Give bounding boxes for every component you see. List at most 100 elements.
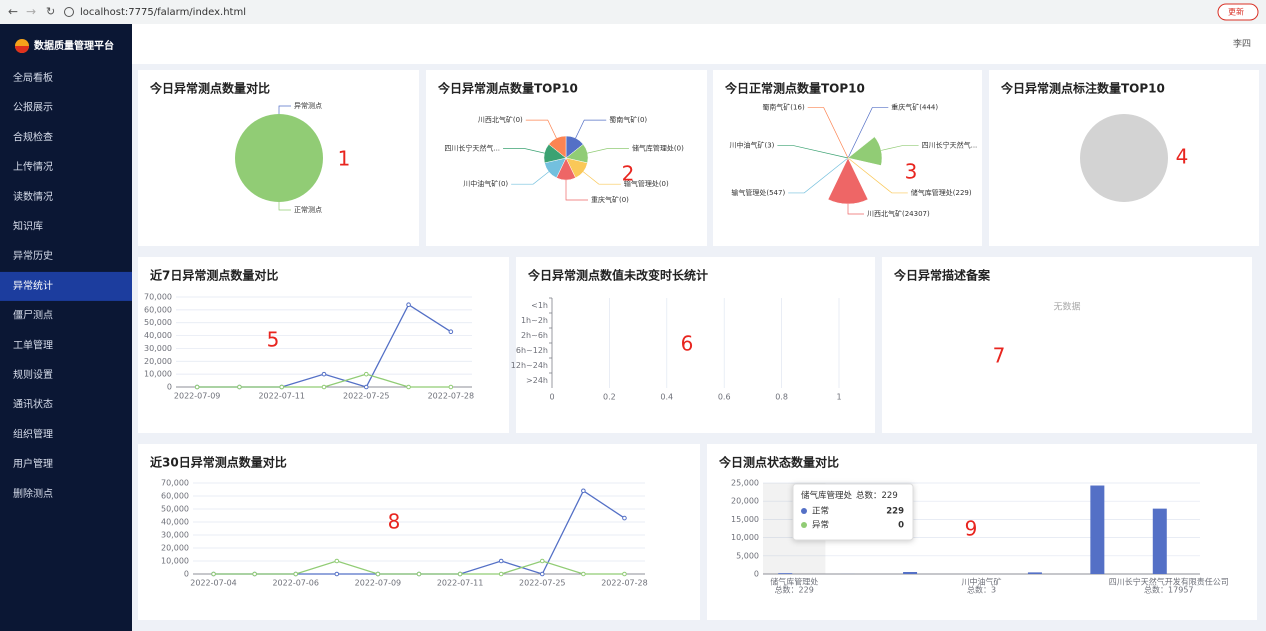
menu-item[interactable]: 规则设置 [13,368,53,381]
x-tick-label: 2022-07-11 [258,392,305,401]
update-button-box[interactable] [1217,3,1259,21]
menu-item[interactable]: 僵尸测点 [13,309,53,322]
bar [1152,508,1167,574]
menu-item[interactable]: 知识库 [13,220,43,233]
pie-slice [235,114,323,202]
browser-bar [0,0,1266,24]
label-line [788,158,848,194]
annotation-marker: 5 [267,328,280,352]
tooltip-dot [801,522,807,528]
y-tick-label: 50,000 [144,318,172,327]
x-tick-sublabel: 总数：17957 [1144,585,1193,595]
slice-label: 输气管理处(0) [624,179,669,188]
label-line [525,119,557,139]
annotation-marker: 9 [965,517,978,541]
empty-pie [1080,114,1168,202]
point [321,384,327,390]
slice-label: 异常测点 [294,101,322,110]
panel [882,257,1252,433]
label-line [511,171,550,185]
tooltip-total: 总数：229 [856,490,898,501]
menu-item[interactable]: 公报展示 [13,101,53,114]
y-tick-label: 15,000 [731,515,759,524]
panel-title: 今日异常测点数量对比 [149,81,270,96]
back-button[interactable]: ← [8,5,18,19]
menu-active-bg [0,271,132,301]
menu-item[interactable]: 删除测点 [13,487,53,500]
point [457,571,463,577]
slice-label: 重庆气矿(444) [891,103,938,112]
point [363,371,369,377]
tooltip [792,483,914,541]
reload-button[interactable]: ↻ [46,5,55,18]
point [237,384,242,390]
url[interactable]: localhost:7775/falarm/index.html [80,7,246,18]
tooltip-series: 异常 [812,520,829,531]
point [375,571,381,577]
y-tick-label: 70,000 [161,479,189,488]
menu-item[interactable]: 组织管理 [13,427,53,440]
y-tick-label: 1h~2h [521,316,548,325]
panel-title: 今日异常测点数值未改变时长统计 [527,268,708,283]
annotation-marker: 4 [1176,145,1189,169]
menu-item[interactable]: 异常统计 [13,279,53,292]
y-tick-label: 50,000 [161,505,189,514]
point [321,371,327,377]
annotation-marker: 7 [993,344,1006,368]
point [622,515,627,521]
slice-label: 川中油气矿(3) [729,141,774,150]
point [448,329,454,335]
panel [138,444,700,620]
y-tick-label: 0 [754,570,759,579]
menu-item[interactable]: 通讯状态 [13,398,53,411]
menu-item[interactable]: 合规检查 [13,130,53,143]
slice-label: 储气库管理处(229) [911,188,972,197]
annotation-marker: 6 [681,332,694,356]
panel-title: 今日异常测点数量TOP10 [437,81,578,96]
tooltip-category: 储气库管理处 [801,490,853,501]
x-tick-label: 2022-07-28 [601,579,648,588]
y-tick-label: 0 [167,383,172,392]
x-tick-label: 0.4 [660,393,673,402]
x-tick-label: 2022-07-25 [519,579,566,588]
user-name[interactable]: 李四 [1233,38,1251,50]
menu-item[interactable]: 读数情况 [13,190,53,203]
panel-title: 今日异常测点标注数量TOP10 [1000,81,1165,96]
y-tick-label: 20,000 [731,497,759,506]
bar [903,572,918,574]
x-tick-label: 2022-07-28 [428,392,475,401]
menu-item[interactable]: 用户管理 [13,457,53,470]
x-tick-label: 2022-07-09 [174,392,221,401]
menu-item[interactable]: 全局看板 [13,71,53,84]
empty-text: 无数据 [1053,301,1080,313]
menu-item[interactable]: 异常历史 [13,249,53,262]
point [498,558,504,564]
slice-label: 储气库管理处(0) [632,144,684,153]
info-icon[interactable] [64,7,74,17]
x-tick-label: 2022-07-06 [272,579,319,588]
menu-item[interactable]: 工单管理 [13,338,53,351]
update-button[interactable]: 更新 [1228,7,1244,17]
forward-button[interactable]: → [26,5,36,19]
point [498,571,504,577]
tooltip-value: 0 [898,521,904,531]
y-tick-label: 60,000 [144,305,172,314]
label-line [881,145,919,151]
y-tick-label: >24h [526,376,548,385]
point [211,571,216,577]
point [279,384,285,390]
y-tick-label: 70,000 [144,293,172,302]
y-tick-label: 20,000 [144,357,172,366]
label-line [847,204,864,215]
label-line [565,180,588,201]
sidebar [0,24,132,631]
menu-item[interactable]: 上传情况 [13,160,53,173]
app-title: 数据质量管理平台 [34,39,114,52]
label-line [582,171,621,185]
x-tick-sublabel: 总数：229 [775,585,814,595]
y-tick-label: <1h [531,301,548,310]
point [334,558,340,564]
annotation-marker: 8 [388,510,401,534]
y-tick-label: 0 [184,570,189,579]
panel-title: 今日正常测点数量TOP10 [724,81,865,96]
